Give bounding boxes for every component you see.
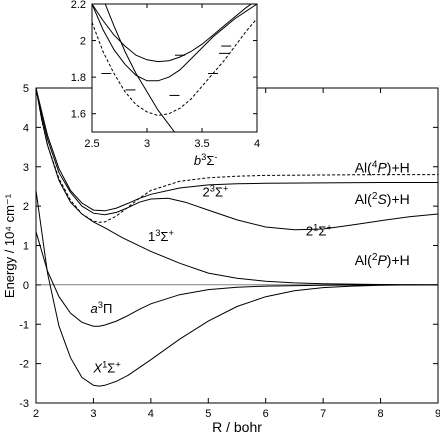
inset-plot-frame: [91, 3, 258, 133]
inset-y-tick-label: 1.6: [71, 109, 86, 121]
curve-label-21: 21Σ+: [306, 223, 332, 239]
curve-label-al-4p-h: Al(4P)+H: [355, 159, 410, 176]
inset-curves-group: [92, 4, 257, 132]
inset-y-tick-label: 1.8: [71, 72, 86, 84]
y-tick-label: 3: [23, 162, 29, 174]
y-tick-label: 0: [23, 280, 29, 292]
inset-curve-23: [92, 4, 253, 63]
x-tick-label: 4: [148, 408, 154, 420]
curve-b3: [35, 87, 438, 223]
curve-label-a3: a3Π: [91, 300, 113, 316]
curve-label-23: 23Σ+: [203, 183, 229, 199]
y-tick-label: 2: [23, 201, 29, 213]
x-tick-label: 6: [263, 408, 269, 420]
inset-x-tick-label: 3.5: [194, 138, 209, 150]
curve-x1: [35, 190, 438, 387]
curve-label-x1: X1Σ+: [92, 359, 120, 375]
y-axis-label: Energy / 10⁴ cm⁻¹: [2, 193, 17, 298]
x-tick-label: 2: [33, 408, 39, 420]
main-curves-group: [35, 87, 439, 387]
main-curve-labels: Al(4P)+H Al(2S)+H Al(2P)+H b3Σ- 23Σ+ 21Σ+ 13Σ+…: [91, 152, 410, 376]
curve-label-13: 13Σ+: [148, 228, 174, 244]
x-tick-label: 3: [90, 408, 96, 420]
y-tick-label: -1: [19, 319, 29, 331]
inset-curve-21: [92, 4, 257, 82]
y-tick-label: 4: [23, 122, 29, 134]
inset-plot-panel: 2.5 3 3.5 4 1.6 1.8 2 2.2: [71, 0, 260, 150]
inset-x-tick-label: 3: [144, 138, 150, 150]
inset-curve-13: [104, 4, 176, 132]
curve-21: [35, 87, 439, 231]
inset-y-tick-label: 2.2: [71, 0, 86, 11]
inset-x-tick-label: 2.5: [84, 138, 99, 150]
curve-23: [35, 87, 438, 212]
x-axis-label: R / bohr: [212, 419, 262, 435]
curve-label-b3: b3Σ-: [194, 152, 218, 168]
y-tick-label: -2: [19, 359, 29, 371]
curve-label-al-2s-h: Al(2S)+H: [355, 191, 410, 208]
x-tick-label: 9: [435, 408, 440, 420]
inset-curve-b3: [92, 18, 257, 117]
y-tick-label: 1: [23, 241, 29, 253]
main-plot-frame: [35, 87, 439, 404]
y-tick-label: -3: [19, 398, 29, 410]
inset-y-tick-label: 2: [80, 36, 86, 48]
y-tick-label: 5: [23, 83, 29, 95]
inset-background: [92, 4, 257, 132]
x-tick-label: 5: [205, 408, 211, 420]
inset-axis-ticks: 2.5 3 3.5 4 1.6 1.8 2 2.2: [71, 0, 260, 150]
x-tick-label: 8: [378, 408, 384, 420]
curve-13: [35, 87, 439, 286]
curve-label-al-2p-h: Al(2P)+H: [355, 252, 410, 269]
inset-x-tick-label: 4: [254, 138, 260, 150]
curve-a3: [35, 231, 438, 327]
x-tick-label: 7: [320, 408, 326, 420]
